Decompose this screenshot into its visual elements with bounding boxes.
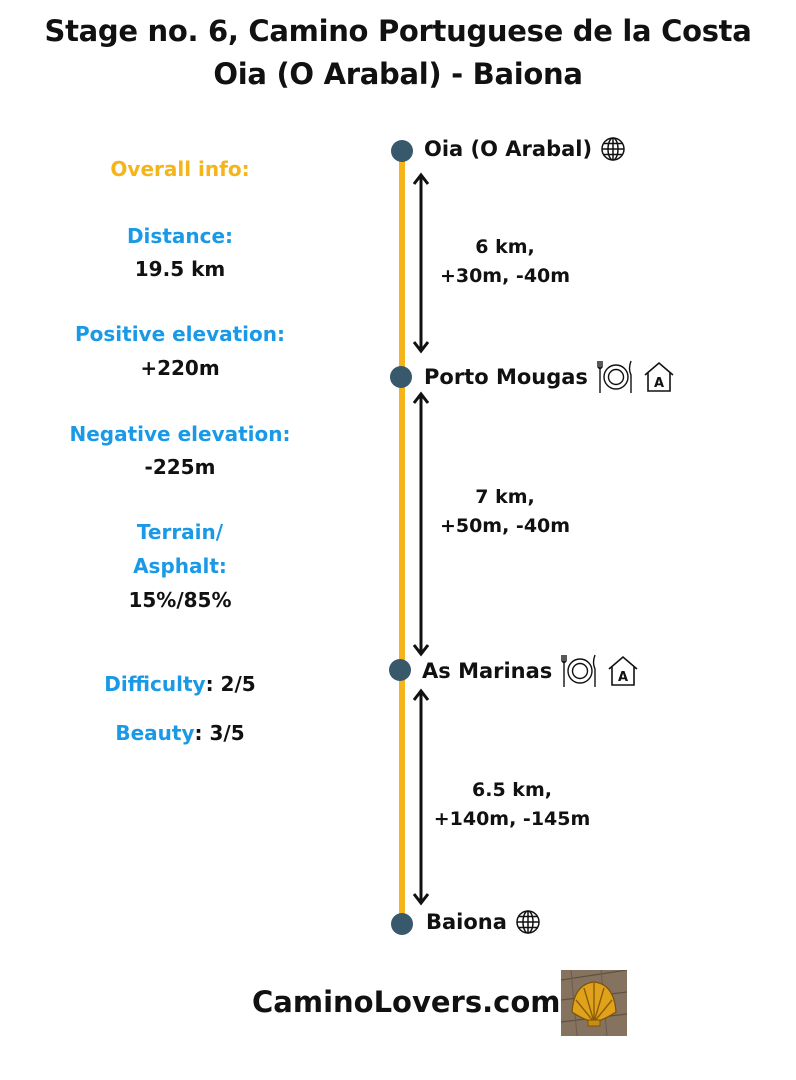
overall-info-heading: Overall info: xyxy=(110,157,250,181)
title-line-1: Stage no. 6, Camino Portuguese de la Cos… xyxy=(44,14,752,48)
scallop-shell-photo xyxy=(561,970,627,1036)
difficulty-value: : 2/5 xyxy=(205,672,256,696)
stop-as-marinas: As Marinas A xyxy=(422,653,640,689)
negative-elevation-label: Negative elevation: xyxy=(69,422,291,446)
terrain-value: 15%/85% xyxy=(128,588,232,612)
svg-text:A: A xyxy=(618,670,628,685)
restaurant-icon xyxy=(561,654,597,687)
stop-name-as-marinas: As Marinas xyxy=(422,659,553,683)
svg-text:A: A xyxy=(654,376,664,391)
stop-dot-porto-mougas xyxy=(390,366,412,388)
terrain-label-line-1: Terrain/ xyxy=(136,520,224,544)
title-line-2: Oia (O Arabal) - Baiona xyxy=(213,57,583,91)
distance-value: 19.5 km xyxy=(134,257,226,281)
beauty-label: Beauty xyxy=(115,721,195,745)
stop-baiona: Baiona xyxy=(426,909,541,935)
segment-2-elevation: +50m, -40m xyxy=(439,515,571,537)
segment-label-1: 6 km, +30m, -40m xyxy=(405,233,605,291)
segment-1-distance: 6 km, xyxy=(475,236,535,258)
beauty-row: Beauty: 3/5 xyxy=(30,721,330,745)
difficulty-row: Difficulty: 2/5 xyxy=(30,672,330,696)
segment-label-2: 7 km, +50m, -40m xyxy=(405,483,605,541)
restaurant-icon xyxy=(597,360,632,393)
segment-1-elevation: +30m, -40m xyxy=(439,265,571,287)
positive-elevation-value: +220m xyxy=(140,356,220,380)
stop-porto-mougas: Porto Mougas A xyxy=(424,359,676,395)
beauty-value: : 3/5 xyxy=(194,721,245,745)
negative-elevation-value: -225m xyxy=(144,455,216,479)
segment-arrow-2 xyxy=(412,391,430,657)
stop-oia: Oia (O Arabal) xyxy=(424,136,626,162)
segment-arrow-1 xyxy=(412,172,430,354)
stop-dot-as-marinas xyxy=(389,659,411,681)
route-line xyxy=(399,150,405,925)
stop-name-baiona: Baiona xyxy=(426,910,507,934)
footer-site-name: CaminoLovers.com xyxy=(252,985,561,1019)
globe-icon xyxy=(516,910,540,934)
distance-label: Distance: xyxy=(126,224,234,248)
hostel-icon: A xyxy=(608,655,638,686)
segment-label-3: 6.5 km, +140m, -145m xyxy=(412,776,612,834)
stop-dot-baiona xyxy=(391,913,413,935)
globe-icon xyxy=(601,137,625,161)
stop-dot-oia xyxy=(391,140,413,162)
segment-2-distance: 7 km, xyxy=(475,486,535,508)
terrain-label-line-2: Asphalt: xyxy=(133,554,227,578)
difficulty-label: Difficulty xyxy=(104,672,206,696)
segment-arrow-3 xyxy=(412,688,430,906)
stop-name-oia: Oia (O Arabal) xyxy=(424,137,593,161)
segment-3-distance: 6.5 km, xyxy=(472,779,552,801)
stop-name-porto-mougas: Porto Mougas xyxy=(424,365,588,389)
segment-3-elevation: +140m, -145m xyxy=(433,808,591,830)
hostel-icon: A xyxy=(644,361,674,392)
positive-elevation-label: Positive elevation: xyxy=(74,322,286,346)
